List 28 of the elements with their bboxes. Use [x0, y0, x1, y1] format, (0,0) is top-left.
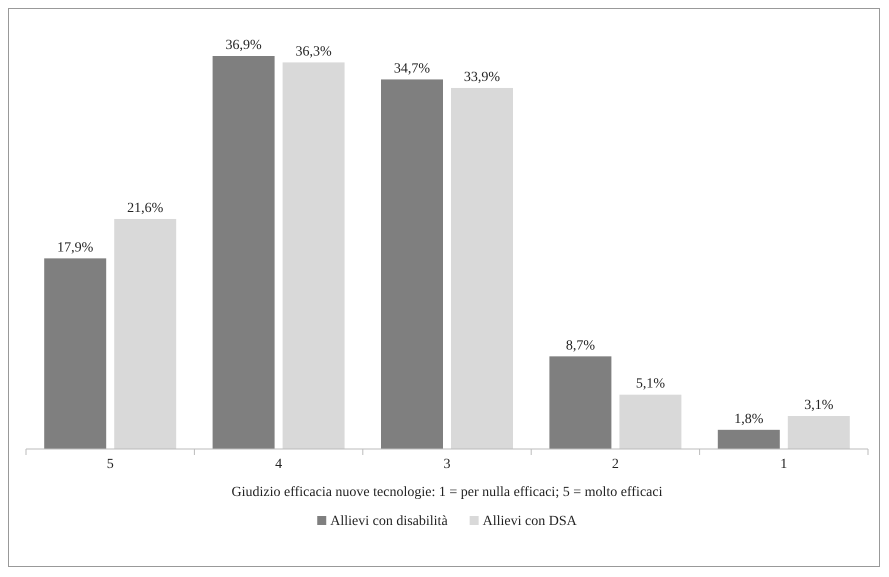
bar [788, 416, 850, 449]
legend-label: Allievi con DSA [482, 514, 578, 529]
bar [549, 356, 612, 449]
data-label: 21,6% [127, 200, 164, 216]
bar [619, 394, 682, 449]
bar [212, 56, 275, 449]
bar [451, 88, 513, 449]
x-axis-title: Giudizio efficacia nuove tecnologie: 1 = per nulla efficaci; 5 = molto efficaci [232, 485, 663, 500]
bar [114, 218, 176, 449]
bar [44, 258, 106, 449]
x-tick-label: 3 [444, 456, 450, 472]
bar [381, 79, 443, 449]
data-label: 36,9% [226, 38, 262, 53]
data-label: 1,8% [734, 412, 764, 427]
x-tick-label: 1 [780, 456, 788, 472]
data-label: 5,1% [636, 376, 666, 392]
legend-label: Allievi con disabilità [330, 514, 448, 529]
bar [282, 62, 345, 449]
data-label: 34,7% [394, 61, 430, 76]
x-tick-label: 4 [275, 456, 282, 472]
data-label: 17,9% [57, 240, 94, 256]
x-tick-label: 2 [612, 456, 619, 472]
data-label: 36,3% [296, 44, 332, 60]
data-label: 8,7% [566, 338, 596, 354]
bar [718, 430, 780, 449]
x-tick-label: 5 [106, 456, 114, 472]
data-label: 3,1% [804, 398, 834, 413]
data-label: 33,9% [464, 70, 500, 85]
